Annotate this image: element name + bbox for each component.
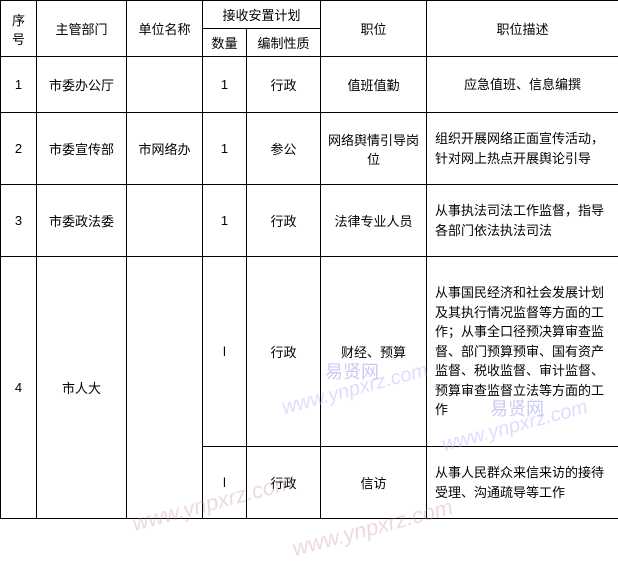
cell-dept: 市委办公厅	[37, 57, 127, 113]
header-nature: 编制性质	[247, 29, 321, 57]
cell-dept: 市委政法委	[37, 185, 127, 257]
table-body: 1 市委办公厅 1 行政 值班值勤 应急值班、信息编撰 2 市委宣传部 市网络办…	[1, 57, 618, 519]
cell-desc: 从事人民群众来信来访的接待受理、沟通疏导等工作	[427, 447, 618, 519]
cell-position: 财经、预算	[321, 257, 427, 447]
cell-position: 法律专业人员	[321, 185, 427, 257]
header-dept: 主管部门	[37, 1, 127, 57]
table-header: 序号 主管部门 单位名称 接收安置计划 职位 职位描述 数量 编制性质	[1, 1, 618, 57]
cell-qty: l	[203, 257, 247, 447]
cell-desc: 组织开展网络正面宣传活动，针对网上热点开展舆论引导	[427, 113, 618, 185]
header-desc: 职位描述	[427, 1, 618, 57]
header-unit: 单位名称	[127, 1, 203, 57]
cell-nature: 行政	[247, 447, 321, 519]
table-row: 4 市人大 l 行政 财经、预算 从事国民经济和社会发展计划及其执行情况监督等方…	[1, 257, 618, 447]
cell-nature: 行政	[247, 257, 321, 447]
header-seq: 序号	[1, 1, 37, 57]
cell-unit	[127, 57, 203, 113]
cell-nature: 参公	[247, 113, 321, 185]
cell-position: 信访	[321, 447, 427, 519]
cell-qty: 1	[203, 113, 247, 185]
cell-seq: 1	[1, 57, 37, 113]
cell-desc: 从事执法司法工作监督，指导各部门依法执法司法	[427, 185, 618, 257]
cell-position: 网络舆情引导岗位	[321, 113, 427, 185]
cell-seq: 2	[1, 113, 37, 185]
header-plan-group: 接收安置计划	[203, 1, 321, 29]
cell-position: 值班值勤	[321, 57, 427, 113]
table-row: 1 市委办公厅 1 行政 值班值勤 应急值班、信息编撰	[1, 57, 618, 113]
cell-dept: 市人大	[37, 257, 127, 519]
cell-desc: 应急值班、信息编撰	[427, 57, 618, 113]
cell-desc: 从事国民经济和社会发展计划及其执行情况监督等方面的工作；从事全口径预决算审查监督…	[427, 257, 618, 447]
cell-nature: 行政	[247, 57, 321, 113]
header-position: 职位	[321, 1, 427, 57]
table-row: 3 市委政法委 1 行政 法律专业人员 从事执法司法工作监督，指导各部门依法执法…	[1, 185, 618, 257]
cell-qty: 1	[203, 57, 247, 113]
cell-unit: 市网络办	[127, 113, 203, 185]
cell-nature: 行政	[247, 185, 321, 257]
header-qty: 数量	[203, 29, 247, 57]
cell-unit	[127, 257, 203, 519]
cell-qty: l	[203, 447, 247, 519]
placement-plan-table: 序号 主管部门 单位名称 接收安置计划 职位 职位描述 数量 编制性质 1 市委…	[0, 0, 618, 519]
cell-unit	[127, 185, 203, 257]
cell-qty: 1	[203, 185, 247, 257]
cell-dept: 市委宣传部	[37, 113, 127, 185]
table-row: 2 市委宣传部 市网络办 1 参公 网络舆情引导岗位 组织开展网络正面宣传活动，…	[1, 113, 618, 185]
cell-seq: 4	[1, 257, 37, 519]
cell-seq: 3	[1, 185, 37, 257]
